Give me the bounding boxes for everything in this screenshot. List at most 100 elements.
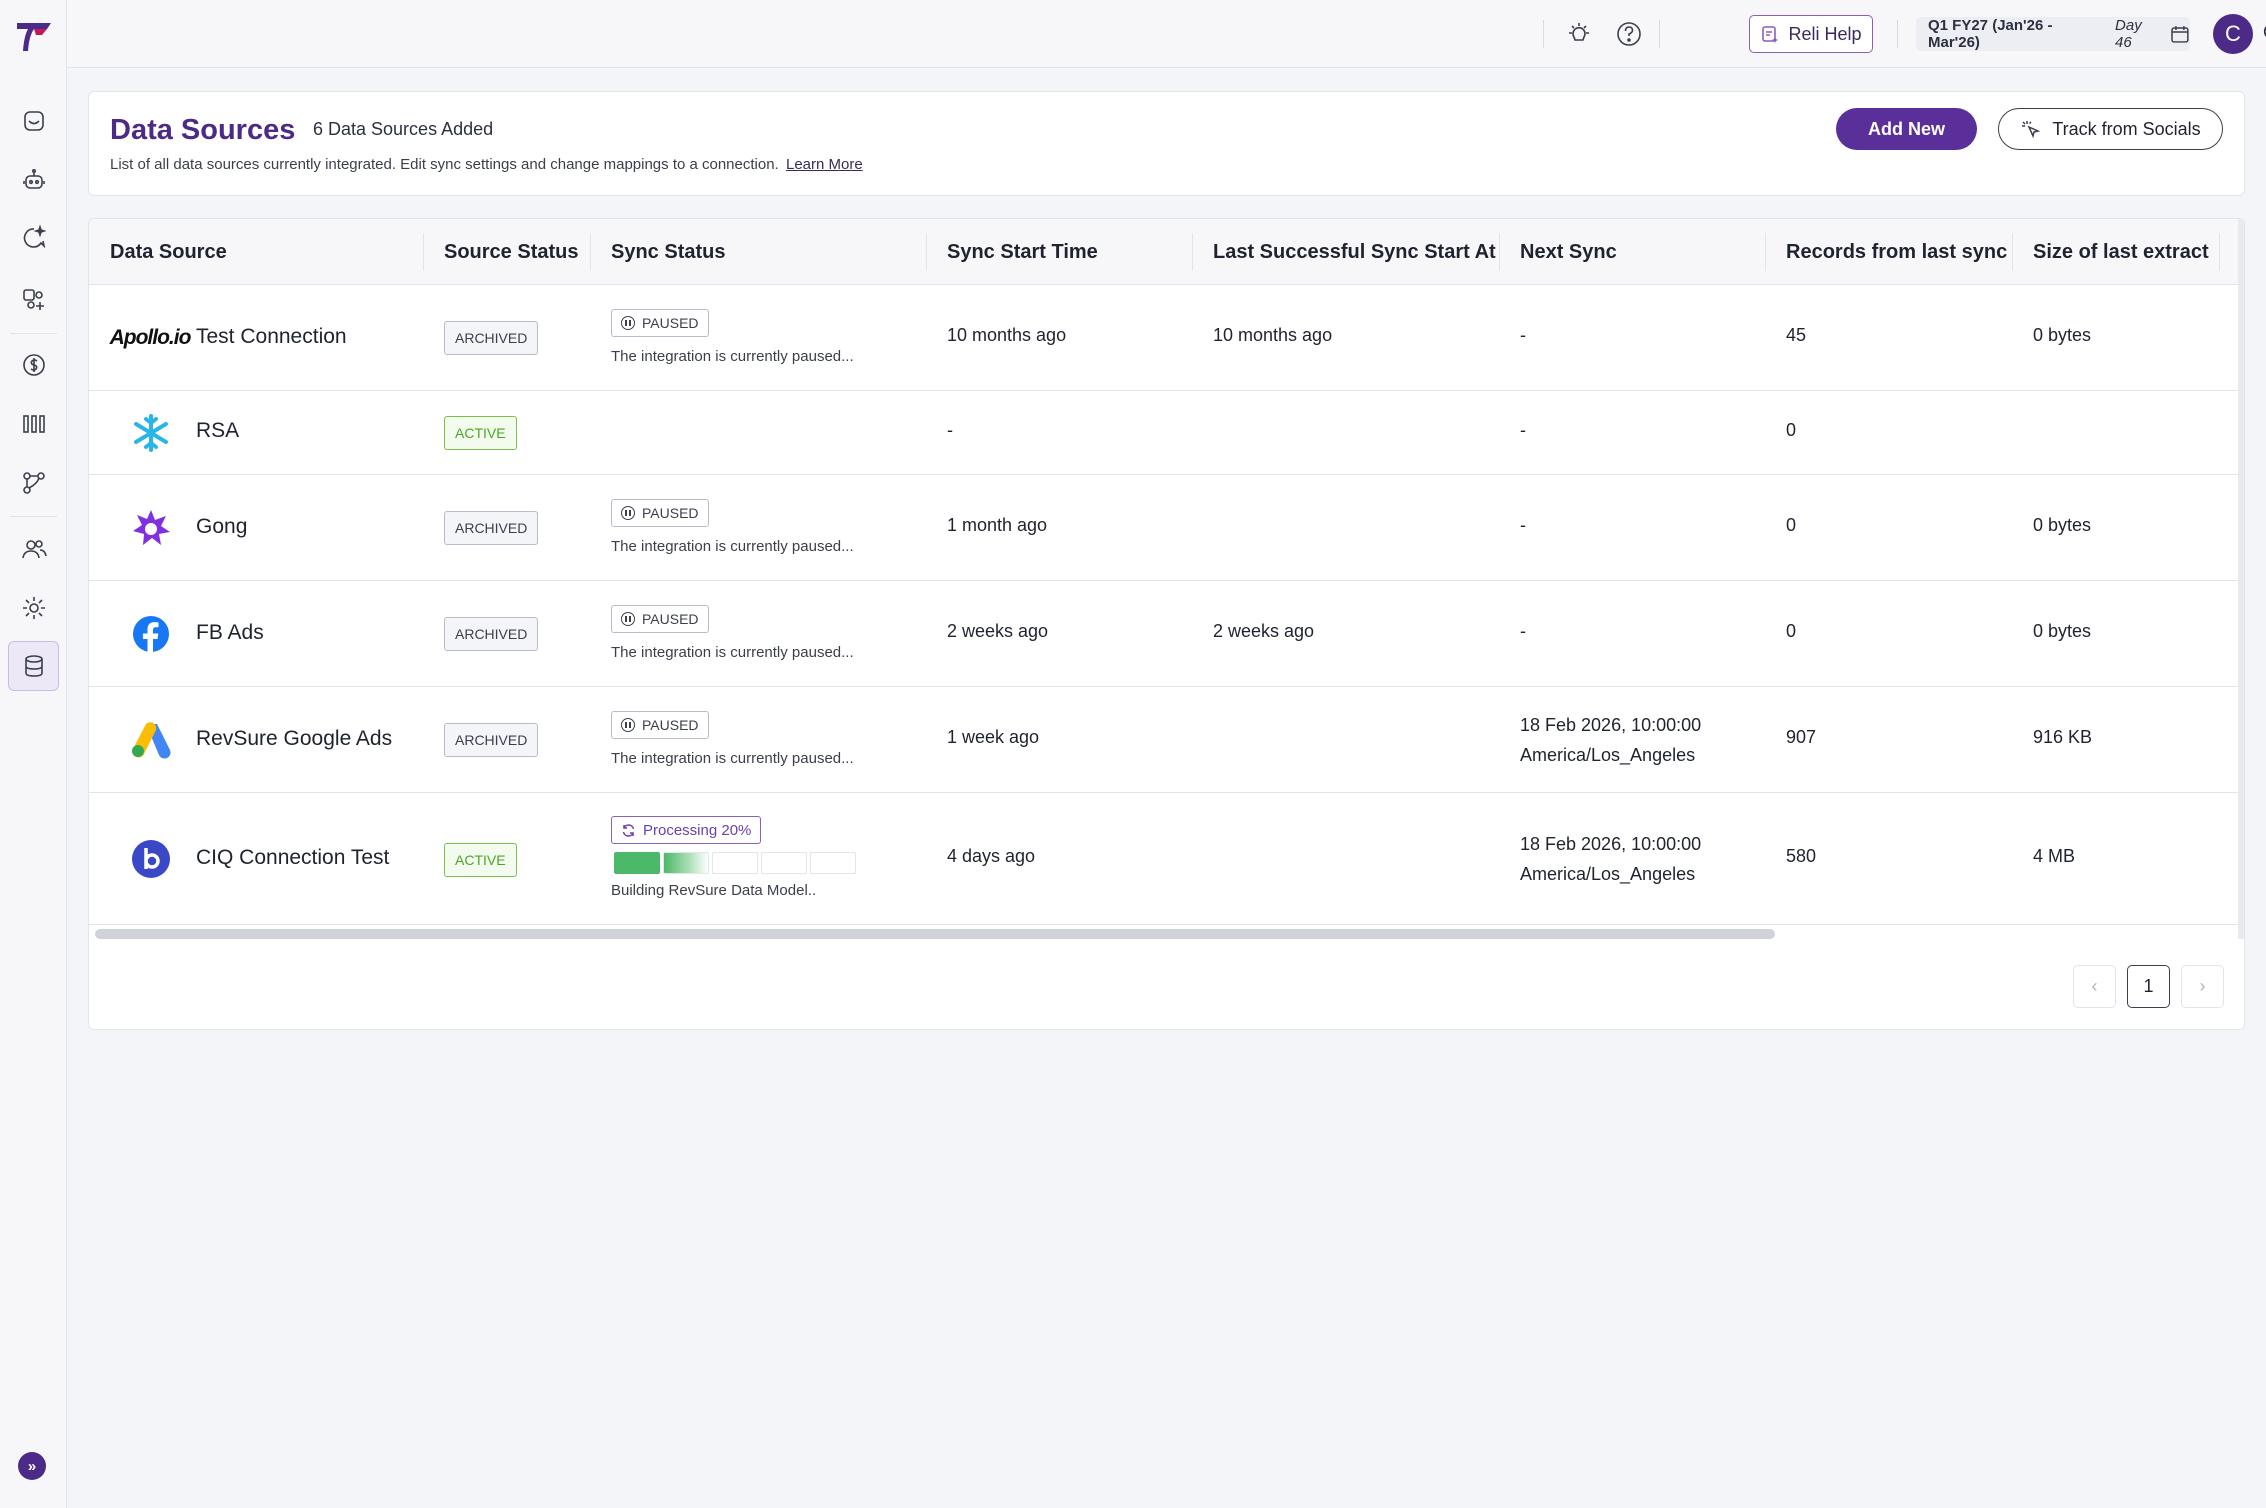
col-header-source-status[interactable]: Source Status [444,240,579,263]
calendar-icon [2171,26,2189,43]
sync-status-message: The integration is currently paused... [611,538,854,555]
table-row[interactable]: RSA ACTIVE - - 0 [89,391,2244,475]
period-selector[interactable]: Q1 FY27 (Jan'26 - Mar'26) Day 46 [1916,17,2190,51]
sidebar-item-inbox[interactable] [8,96,59,146]
theme-toggle-button[interactable] [1563,18,1595,50]
expand-sidebar-button[interactable]: » [18,1452,46,1480]
pagination-prev-button[interactable]: ‹ [2073,965,2116,1008]
reli-help-label: Reli Help [1788,23,1862,44]
branch-icon [22,472,45,494]
source-status-badge: ACTIVE [444,416,517,450]
records-count: 580 [1786,846,1817,866]
reli-help-button[interactable]: Reli Help [1749,15,1873,53]
refresh-icon [622,823,635,837]
sync-status-label: Processing 20% [643,821,752,839]
col-header-data-source[interactable]: Data Source [110,240,227,263]
sidebar-item-people-analytics[interactable] [8,273,59,323]
reli-help-icon [1762,26,1779,43]
track-from-socials-button[interactable]: Track from Socials [1998,108,2223,150]
data-sources-table: Data Source Source Status Sync Status Sy… [88,218,2245,1030]
sidebar-item-chat[interactable] [8,213,59,263]
robot-icon [22,168,45,189]
sync-start-time: 10 months ago [947,325,1067,345]
period-day: Day 46 [2115,17,2142,51]
extract-size: 0 bytes [2033,621,2092,641]
table-row[interactable]: CIQ Connection Test ACTIVE Processing 20… [89,793,2244,925]
sidebar: » [0,0,67,1508]
settings-gear-icon [22,597,45,619]
col-header-sync-status[interactable]: Sync Status [611,240,726,263]
sparkle-chat-icon [23,224,47,249]
data-source-name[interactable]: RevSure Google Ads [196,727,393,750]
sync-status-message: The integration is currently paused... [611,644,854,661]
data-source-name[interactable]: Gong [196,515,248,538]
table-row[interactable]: Gong ARCHIVED PAUSED The integration is … [89,475,2244,581]
records-count: 907 [1786,727,1817,747]
sync-progress-bar [614,852,860,876]
sync-status-message: Building RevSure Data Model.. [611,882,817,899]
col-header-sync-start-time[interactable]: Sync Start Time [947,240,1098,263]
sidebar-item-settings[interactable] [8,583,59,633]
sync-start-time: - [947,420,953,440]
page-title: Data Sources [110,114,296,146]
sidebar-item-agents[interactable] [8,155,59,205]
sync-status-label: PAUSED [642,717,699,733]
sync-status-message: The integration is currently paused... [611,348,854,365]
sidebar-item-pipeline[interactable] [8,399,59,449]
data-source-name[interactable]: RSA [196,419,240,442]
google-ads-logo [129,718,173,762]
data-source-name[interactable]: CIQ Connection Test [196,846,390,869]
next-sync-datetime: 18 Feb 2026, 10:00:00 [1520,715,1702,735]
sidebar-item-data-sources[interactable] [8,641,59,691]
source-status-badge: ARCHIVED [444,321,539,355]
user-menu[interactable]: CS [2263,22,2266,43]
data-source-name[interactable]: FB Ads [196,621,264,644]
col-header-size[interactable]: Size of last extract [2033,240,2209,263]
horizontal-scrollbar[interactable] [95,929,1775,939]
sidebar-item-revenue[interactable] [8,340,59,390]
add-new-button[interactable]: Add New [1836,108,1977,150]
pagination-page-1[interactable]: 1 [2127,965,2170,1008]
last-successful-sync: 10 months ago [1213,325,1333,345]
next-sync: 18 Feb 2026, 10:00:00 America/Los_Angele… [1520,710,1701,770]
extract-size: 4 MB [2033,846,2076,866]
sidebar-item-journeys[interactable] [8,458,59,508]
col-header-records[interactable]: Records from last sync [1786,240,2008,263]
next-sync-timezone: America/Los_Angeles [1520,864,1696,884]
next-sync-timezone: America/Los_Angeles [1520,745,1696,765]
extract-size: 0 bytes [2033,325,2092,345]
next-sync: - [1520,420,1526,440]
records-count: 0 [1786,621,1797,641]
dollar-icon [22,354,45,376]
pause-icon [621,718,635,732]
next-sync-datetime: 18 Feb 2026, 10:00:00 [1520,834,1702,854]
records-count: 45 [1786,325,1807,345]
sync-start-time: 4 days ago [947,846,1036,866]
sync-status-badge: Processing 20% [611,816,762,844]
sync-status-badge: PAUSED [611,605,709,633]
topbar: Reli Help Q1 FY27 (Jan'26 - Mar'26) Day … [67,0,2266,68]
pause-icon [621,612,635,626]
col-header-last-successful-sync[interactable]: Last Successful Sync Start At [1213,240,1496,263]
learn-more-link[interactable]: Learn More [786,156,863,173]
facebook-logo [129,612,173,656]
period-label: Q1 FY27 (Jan'26 - Mar'26) [1928,17,2053,51]
pagination-next-button[interactable]: › [2181,965,2224,1008]
sidebar-item-users[interactable] [8,524,59,574]
app-logo[interactable] [14,18,54,54]
source-status-badge: ARCHIVED [444,511,539,545]
track-from-socials-label: Track from Socials [2052,118,2201,139]
table-row[interactable]: RevSure Google Ads ARCHIVED PAUSED The i… [89,687,2244,793]
data-source-name[interactable]: Test Connection [196,325,347,348]
col-header-next-sync[interactable]: Next Sync [1520,240,1617,263]
vertical-scrollbar[interactable] [2238,219,2244,939]
table-row[interactable]: Apollo.io Test Connection ARCHIVED PAUSE… [89,285,2244,391]
people-analytics-icon [22,289,44,310]
table-row[interactable]: FB Ads ARCHIVED PAUSED The integration i… [89,581,2244,687]
progress-segment [712,852,758,874]
progress-segment [761,852,807,874]
sync-status-label: PAUSED [642,315,699,331]
apollo-logo: Apollo.io [110,316,192,360]
help-button[interactable] [1613,18,1645,50]
user-avatar[interactable]: C [2213,14,2253,54]
